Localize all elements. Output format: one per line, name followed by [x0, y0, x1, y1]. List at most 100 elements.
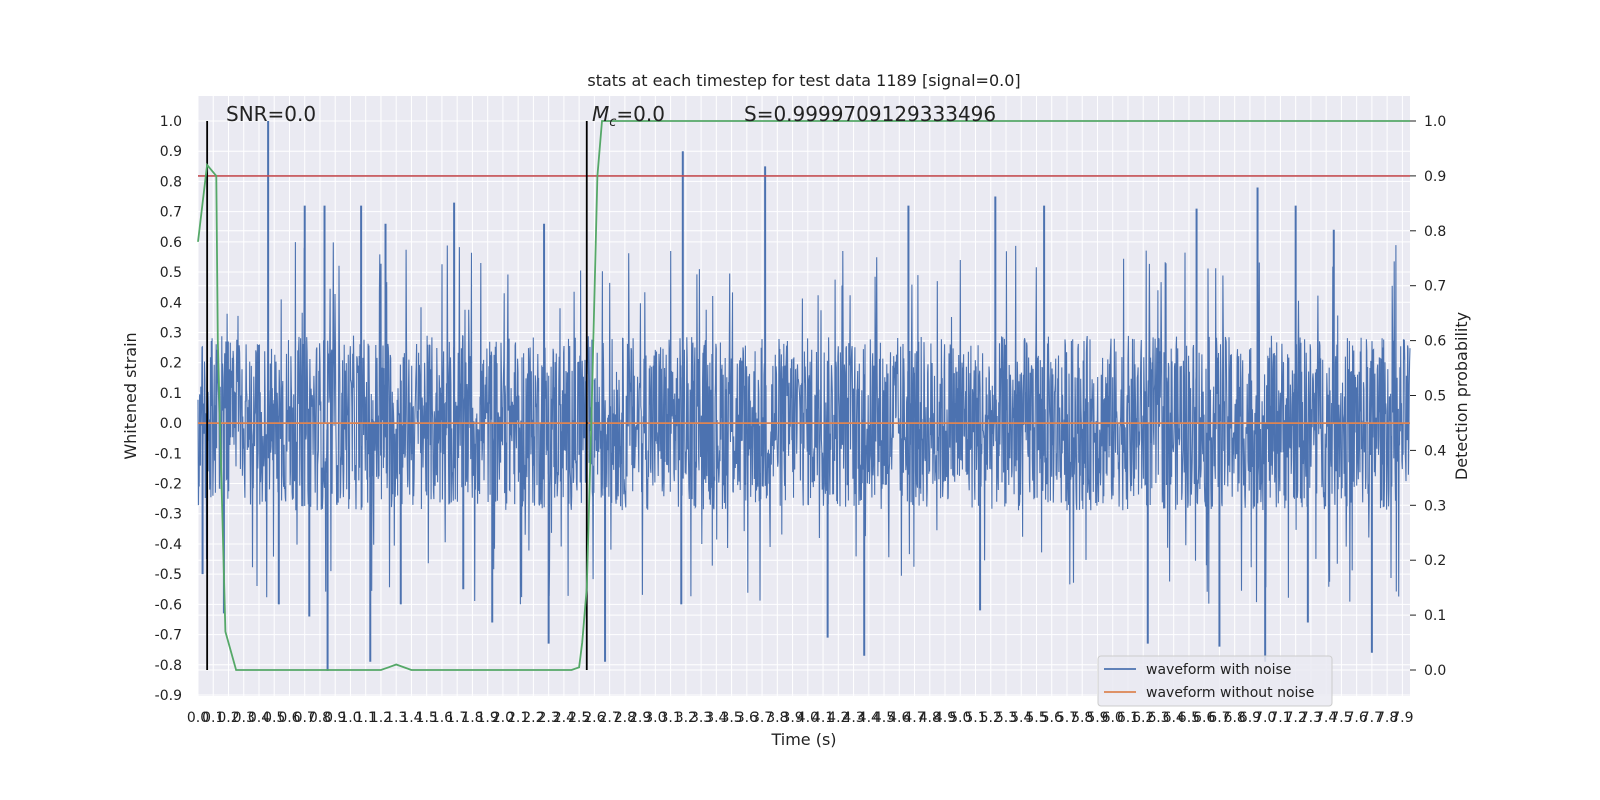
chirp-mass-annotation: Mc=0.0	[592, 102, 665, 130]
x-tick-label: 6.6	[1193, 710, 1215, 726]
x-tick-label: 2.2	[522, 710, 544, 726]
x-tick-label: 0.4	[248, 710, 270, 726]
x-tick-label: 6.9	[1239, 710, 1261, 726]
legend-box	[1097, 655, 1333, 707]
x-tick-label: 7.1	[1269, 710, 1291, 726]
x-tick-label: 1.0	[339, 710, 361, 726]
x-tick-label: 4.5	[873, 710, 895, 726]
x-tick-label: 1.4	[400, 710, 422, 726]
x-tick-label: 3.1	[659, 710, 681, 726]
x-tick-label: 1.8	[461, 710, 483, 726]
x-tick-label: 1.3	[385, 710, 407, 726]
x-tick-label: 2.0	[492, 710, 514, 726]
legend-label-clean: waveform without noise	[1146, 685, 1314, 701]
right-y-tick-label: 0.2	[1424, 553, 1446, 569]
x-tick-label: 1.6	[431, 710, 453, 726]
x-tick-label: 5.4	[1010, 710, 1032, 726]
x-tick-label: 4.0	[797, 710, 819, 726]
line-series	[197, 120, 1410, 671]
y-tick-label: -0.8	[155, 658, 182, 674]
x-tick-label: 5.7	[1056, 710, 1078, 726]
y-axis-label: Whitened strain	[121, 332, 140, 459]
x-tick-label: 1.9	[477, 710, 499, 726]
x-tick-label: 1.7	[446, 710, 468, 726]
right-y-axis-label: Detection probability	[1452, 312, 1471, 480]
waveform-with-noise-series	[197, 121, 1411, 671]
x-tick-label: 3.5	[720, 710, 742, 726]
x-tick-label: 7.0	[1254, 710, 1276, 726]
x-tick-label: 4.9	[934, 710, 956, 726]
x-tick-label: 7.4	[1315, 710, 1337, 726]
x-tick-label: 5.8	[1071, 710, 1093, 726]
x-tick-label: 4.4	[858, 710, 880, 726]
detection-score-annotation: S=0.9999709129333496	[744, 102, 996, 126]
y-tick-label: -0.5	[155, 567, 182, 583]
x-tick-label: 7.6	[1346, 710, 1368, 726]
x-tick-label: 0.6	[278, 710, 300, 726]
y-tick-label: 0.1	[160, 386, 182, 402]
x-axis-label: Time (s)	[770, 730, 836, 749]
x-tick-label: 4.1	[812, 710, 834, 726]
y-tick-label: -0.6	[155, 597, 182, 613]
x-tick-label: 3.9	[781, 710, 803, 726]
x-tick-label: 3.0	[644, 710, 666, 726]
x-tick-label: 2.3	[538, 710, 560, 726]
x-tick-label: 6.0	[1102, 710, 1124, 726]
x-tick-label: 2.9	[629, 710, 651, 726]
x-tick-label: 6.2	[1132, 710, 1154, 726]
x-tick-label: 4.2	[827, 710, 849, 726]
chirp-mass-subscript: c	[609, 115, 616, 130]
x-tick-label: 0.3	[233, 710, 255, 726]
y-tick-label: 1.0	[160, 114, 182, 130]
y-tick-label: -0.1	[155, 446, 182, 462]
x-tick-label: 5.2	[980, 710, 1002, 726]
y-tick-label: -0.9	[155, 688, 182, 704]
x-tick-label: 3.8	[766, 710, 788, 726]
y-tick-label: 0.2	[160, 356, 182, 372]
right-y-tick-label: 0.8	[1424, 224, 1446, 240]
y-tick-label: 0.3	[160, 325, 182, 341]
x-tick-label: 0.0	[187, 710, 209, 726]
x-tick-label: 0.7	[294, 710, 316, 726]
y-tick-label: -0.3	[155, 507, 182, 523]
y-tick-label: 0.5	[160, 265, 182, 281]
x-tick-label: 0.8	[309, 710, 331, 726]
legend: waveform with noise waveform without noi…	[1097, 655, 1333, 707]
chart-title: stats at each timestep for test data 118…	[587, 71, 1020, 90]
right-y-tick-label: 0.1	[1424, 608, 1446, 624]
x-tick-label: 0.9	[324, 710, 346, 726]
chirp-mass-value: =0.0	[616, 102, 665, 126]
x-tick-label: 7.2	[1285, 710, 1307, 726]
x-tick-label: 5.1	[964, 710, 986, 726]
x-tick-label: 5.3	[995, 710, 1017, 726]
x-tick-label: 5.5	[1025, 710, 1047, 726]
right-y-tick-label: 1.0	[1424, 114, 1446, 130]
chirp-mass-symbol: M	[592, 102, 609, 126]
x-tick-label: 5.0	[949, 710, 971, 726]
x-tick-label: 2.5	[568, 710, 590, 726]
x-tick-label: 6.7	[1208, 710, 1230, 726]
right-y-tick-label: 0.6	[1424, 334, 1446, 350]
x-tick-label: 3.6	[736, 710, 758, 726]
right-y-tick-label: 0.4	[1424, 443, 1446, 459]
x-tick-label: 3.3	[690, 710, 712, 726]
x-tick-label: 1.5	[416, 710, 438, 726]
x-tick-label: 4.8	[919, 710, 941, 726]
detection-probability-line	[197, 120, 1410, 671]
x-tick-label: 3.4	[705, 710, 727, 726]
y-tick-label: 0.7	[160, 205, 182, 221]
x-tick-label: 7.5	[1330, 710, 1352, 726]
right-y-tick-label: 0.0	[1424, 663, 1446, 679]
right-y-tick-label: 0.7	[1424, 279, 1446, 295]
y-tick-label: 0.0	[160, 416, 182, 432]
x-tick-label: 1.2	[370, 710, 392, 726]
y-tick-label: -0.7	[155, 628, 182, 644]
y-tick-label: 0.4	[160, 295, 182, 311]
x-tick-label: 0.2	[217, 710, 239, 726]
x-tick-label: 6.5	[1178, 710, 1200, 726]
right-y-tick-label: 0.5	[1424, 389, 1446, 405]
x-tick-label: 0.1	[202, 710, 224, 726]
x-tick-label: 6.3	[1147, 710, 1169, 726]
x-tick-label: 2.7	[598, 710, 620, 726]
x-tick-label: 1.1	[355, 710, 377, 726]
